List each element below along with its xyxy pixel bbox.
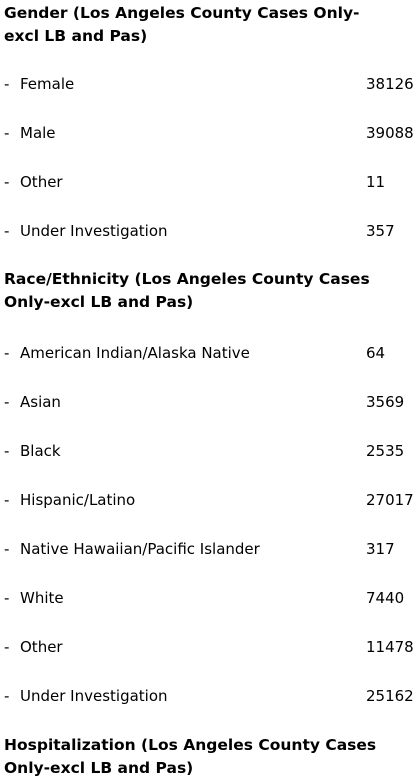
gender-row-other: - Other 11 [4, 171, 419, 193]
list-marker: - [4, 344, 10, 362]
race-row-under-investigation: - Under Investigation 25162 [4, 685, 419, 707]
list-marker: - [4, 638, 10, 656]
row-value: 38126 [366, 75, 414, 93]
row-label: Asian [20, 393, 61, 411]
row-value: 3569 [366, 393, 405, 411]
list-marker: - [4, 589, 10, 607]
race-row-white: - White 7440 [4, 587, 419, 609]
hospitalization-section-heading: Hospitalization (Los Angeles County Case… [4, 736, 377, 777]
race-row-asian: - Asian 3569 [4, 391, 419, 413]
row-label: Other [20, 638, 63, 656]
row-label: Black [20, 442, 61, 460]
gender-row-male: - Male 39088 [4, 122, 419, 144]
row-label: American Indian/Alaska Native [20, 344, 250, 362]
list-marker: - [4, 173, 10, 191]
race-row-american-indian: - American Indian/Alaska Native 64 [4, 342, 419, 364]
row-value: 25162 [366, 687, 414, 705]
row-value: 11478 [366, 638, 414, 656]
row-label: Under Investigation [20, 222, 168, 240]
row-label: Under Investigation [20, 687, 168, 705]
race-row-hispanic-latino: - Hispanic/Latino 27017 [4, 489, 419, 511]
row-label: Female [20, 75, 75, 93]
row-value: 11 [366, 173, 386, 191]
row-value: 2535 [366, 442, 405, 460]
list-marker: - [4, 222, 10, 240]
row-label: Male [20, 124, 56, 142]
row-value: 7440 [366, 589, 405, 607]
row-label: White [20, 589, 64, 607]
race-row-native-hawaiian: - Native Hawaiian/Pacific Islander 317 [4, 538, 419, 560]
race-section-heading: Race/Ethnicity (Los Angeles County Cases… [4, 270, 370, 311]
list-marker: - [4, 442, 10, 460]
list-marker: - [4, 491, 10, 509]
list-marker: - [4, 393, 10, 411]
race-row-other: - Other 11478 [4, 636, 419, 658]
row-value: 64 [366, 344, 386, 362]
row-value: 39088 [366, 124, 414, 142]
row-label: Native Hawaiian/Pacific Islander [20, 540, 260, 558]
race-row-black: - Black 2535 [4, 440, 419, 462]
row-value: 357 [366, 222, 395, 240]
row-label: Other [20, 173, 63, 191]
list-marker: - [4, 75, 10, 93]
gender-row-female: - Female 38126 [4, 73, 419, 95]
row-value: 317 [366, 540, 395, 558]
list-marker: - [4, 124, 10, 142]
row-value: 27017 [366, 491, 414, 509]
gender-section-heading: Gender (Los Angeles County Cases Only-ex… [4, 4, 360, 45]
row-label: Hispanic/Latino [20, 491, 136, 509]
gender-row-under-investigation: - Under Investigation 357 [4, 220, 419, 242]
list-marker: - [4, 540, 10, 558]
list-marker: - [4, 687, 10, 705]
